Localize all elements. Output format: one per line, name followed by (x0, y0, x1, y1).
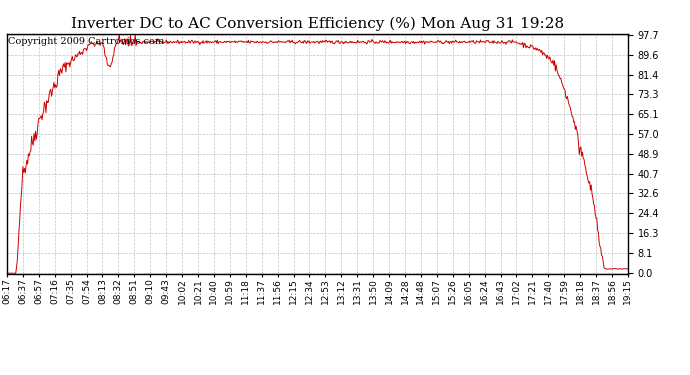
Text: Copyright 2009 Cartronics.com: Copyright 2009 Cartronics.com (8, 38, 164, 46)
Title: Inverter DC to AC Conversion Efficiency (%) Mon Aug 31 19:28: Inverter DC to AC Conversion Efficiency … (71, 17, 564, 31)
